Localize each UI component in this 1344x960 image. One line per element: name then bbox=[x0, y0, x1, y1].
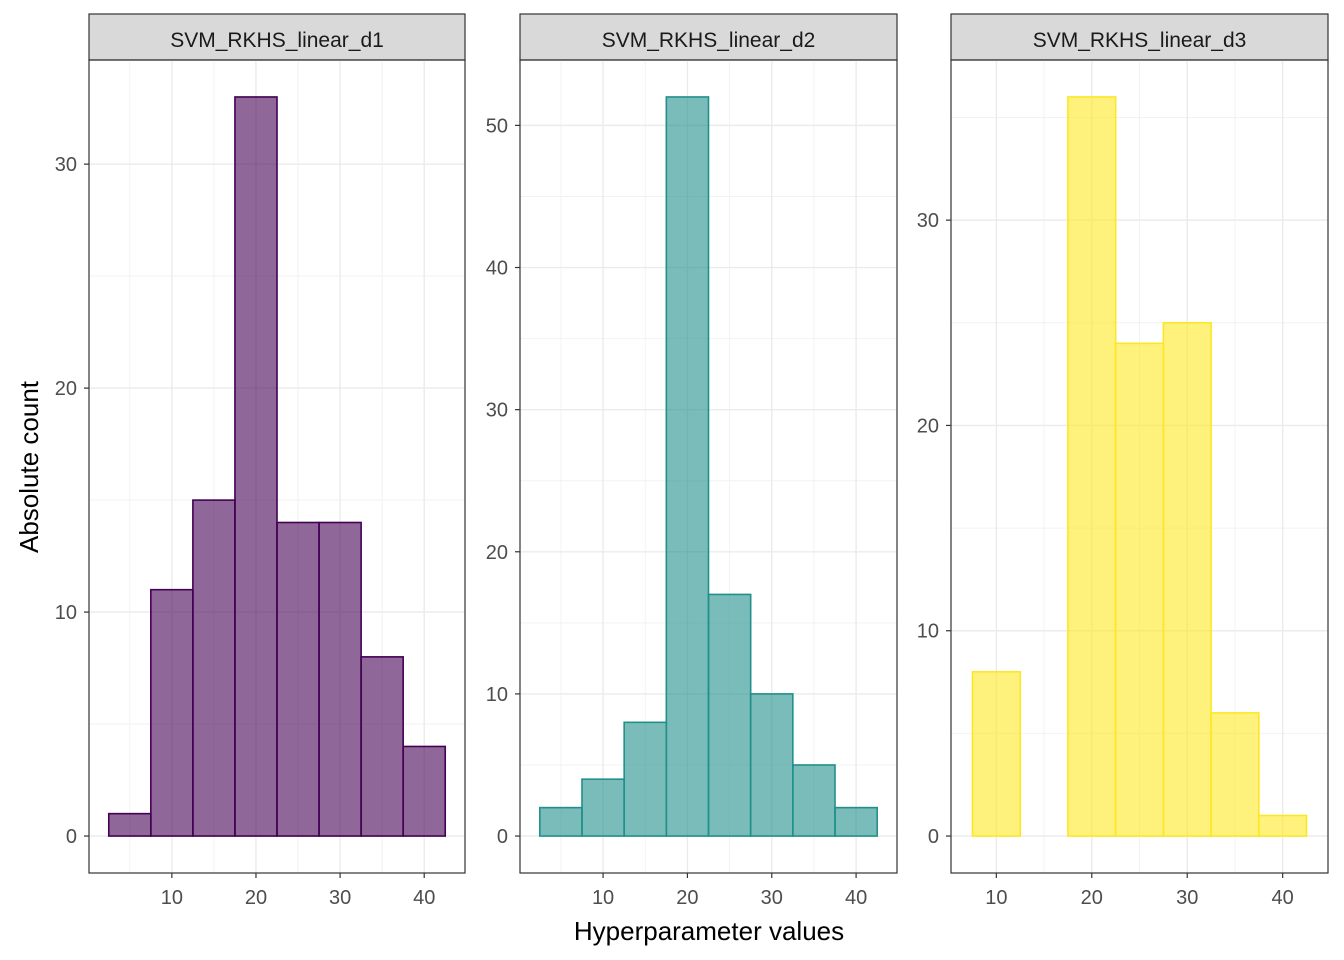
facet-strip-label: SVM_RKHS_linear_d1 bbox=[170, 29, 384, 52]
y-tick-label: 0 bbox=[497, 826, 508, 848]
x-axis-title: Hyperparameter values bbox=[574, 916, 844, 946]
facet-strip-2 bbox=[519, 13, 898, 61]
x-tick-label: 10 bbox=[592, 887, 614, 909]
facet-panel-3: SVM_RKHS_linear_d3 10 20 30 40 0 10 20 30 bbox=[917, 13, 1329, 909]
y-tick-label: 10 bbox=[486, 684, 508, 706]
y-tick-label: 0 bbox=[66, 826, 77, 848]
y-tick-label: 30 bbox=[917, 210, 939, 232]
histogram-bar-3-6 bbox=[1210, 712, 1260, 837]
x-tick-label: 10 bbox=[161, 887, 183, 909]
y-tick-label: 10 bbox=[55, 602, 77, 624]
histogram-bar-3-4 bbox=[1114, 342, 1165, 837]
histogram-bar-3-7 bbox=[1258, 814, 1308, 837]
histogram-bar-1-5 bbox=[276, 521, 320, 837]
facet-panel-2: SVM_RKHS_linear_d2 10 20 30 40 0 10 20 30 40 50 bbox=[486, 13, 898, 909]
x-tick-label: 10 bbox=[985, 887, 1007, 909]
histogram-bar-1-7 bbox=[360, 656, 404, 837]
histogram-bar-2-8 bbox=[834, 806, 878, 837]
y-tick-label: 10 bbox=[917, 621, 939, 643]
facet-strip-3 bbox=[950, 13, 1329, 61]
y-tick-label: 30 bbox=[55, 154, 77, 176]
histogram-bar-2-6 bbox=[749, 693, 794, 837]
y-tick-label: 50 bbox=[486, 115, 508, 137]
x-tick-label: 30 bbox=[329, 887, 351, 909]
histogram-bar-2-5 bbox=[707, 593, 752, 837]
x-tick-label: 40 bbox=[845, 887, 867, 909]
panel-border bbox=[519, 59, 898, 874]
x-tick-label: 20 bbox=[1081, 887, 1103, 909]
histogram-bar-3-1 bbox=[971, 671, 1021, 837]
x-tick-label: 30 bbox=[1176, 887, 1198, 909]
x-tick-label: 40 bbox=[413, 887, 435, 909]
histogram-bar-1-2 bbox=[150, 588, 194, 837]
histogram-bar-2-1 bbox=[539, 806, 583, 837]
y-tick-label: 0 bbox=[928, 826, 939, 848]
panel-border bbox=[950, 59, 1329, 874]
y-tick-label: 20 bbox=[486, 542, 508, 564]
facet-strip-label: SVM_RKHS_linear_d3 bbox=[1033, 29, 1247, 52]
histogram-bar-1-4 bbox=[234, 96, 278, 837]
y-tick-label: 40 bbox=[486, 258, 508, 280]
histogram-bar-2-3 bbox=[623, 721, 668, 837]
facet-strip-label: SVM_RKHS_linear_d2 bbox=[602, 29, 816, 52]
x-tick-label: 30 bbox=[761, 887, 783, 909]
y-axis-title: Absolute count bbox=[14, 380, 44, 553]
facet-panel-1: SVM_RKHS_linear_d1 10 20 30 40 0 10 20 30 bbox=[55, 13, 466, 909]
histogram-bar-3-3 bbox=[1067, 96, 1117, 837]
histogram-bar-1-1 bbox=[107, 812, 152, 837]
x-tick-label: 40 bbox=[1272, 887, 1294, 909]
y-tick-label: 20 bbox=[917, 415, 939, 437]
histogram-bar-1-6 bbox=[318, 521, 362, 837]
histogram-bar-2-7 bbox=[792, 764, 836, 837]
histogram-bar-1-3 bbox=[192, 499, 236, 837]
histogram-bar-2-4 bbox=[665, 96, 710, 837]
histogram-bar-1-8 bbox=[402, 745, 447, 837]
histogram-bar-2-2 bbox=[581, 778, 625, 837]
y-tick-label: 20 bbox=[55, 378, 77, 400]
histogram-bar-3-5 bbox=[1162, 321, 1212, 837]
x-tick-label: 20 bbox=[245, 887, 267, 909]
facet-strip-1 bbox=[88, 13, 466, 61]
x-tick-label: 20 bbox=[676, 887, 698, 909]
panel-border bbox=[88, 59, 466, 874]
y-tick-label: 30 bbox=[486, 400, 508, 422]
